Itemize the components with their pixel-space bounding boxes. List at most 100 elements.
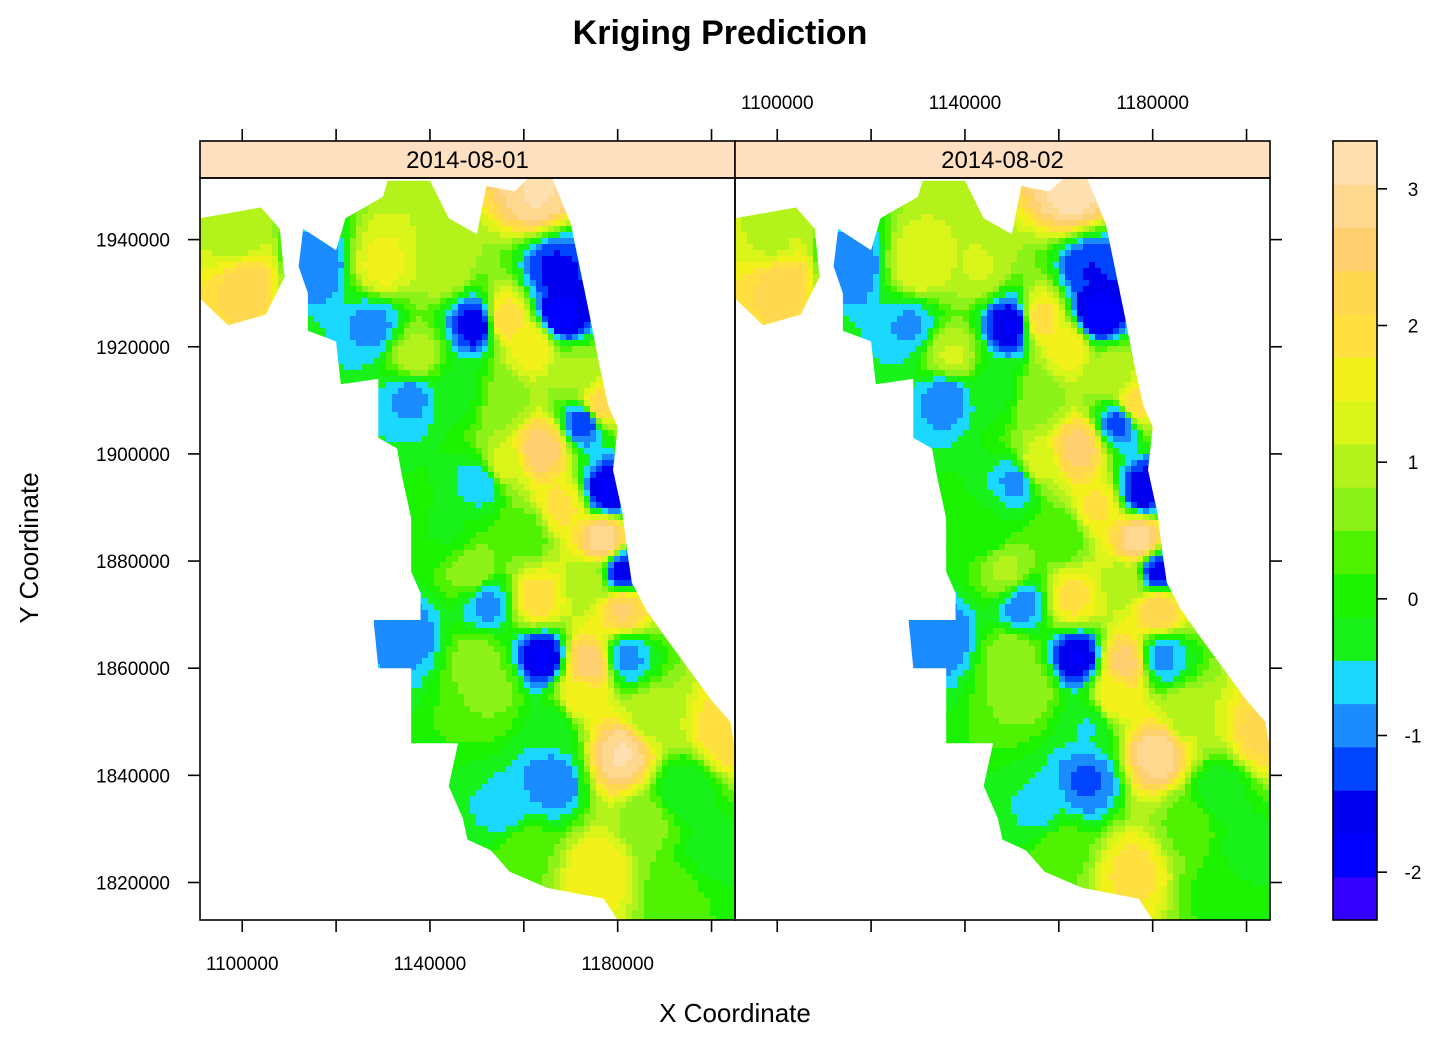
heat-cell: [428, 244, 435, 251]
heat-cell: [548, 352, 555, 359]
heat-cell: [236, 406, 243, 413]
heat-cell: [524, 442, 531, 449]
heat-cell: [446, 484, 453, 491]
heat-cell: [674, 202, 681, 209]
heat-cell: [422, 406, 429, 413]
heat-cell: [422, 208, 429, 215]
heat-cell: [674, 388, 681, 395]
heat-cell: [692, 340, 699, 347]
heat-cell: [362, 490, 369, 497]
heat-cell: [296, 226, 303, 233]
heat-cell: [242, 292, 249, 299]
heat-cell: [350, 340, 357, 347]
heat-cell: [608, 280, 615, 287]
heat-cell: [674, 304, 681, 311]
heat-cell: [668, 226, 675, 233]
heat-cell: [692, 250, 699, 257]
heat-cell: [518, 490, 525, 497]
heat-cell: [470, 472, 477, 479]
heat-cell: [434, 232, 441, 239]
heat-cell: [404, 484, 411, 491]
heat-cell: [242, 436, 249, 443]
heat-cell: [536, 298, 543, 305]
heat-cell: [542, 400, 549, 407]
heat-cell: [422, 394, 429, 401]
heat-cell: [320, 496, 327, 503]
heat-cell: [458, 406, 465, 413]
heat-cell: [200, 352, 207, 359]
heat-cell: [290, 262, 297, 269]
heat-cell: [224, 490, 231, 497]
heat-cell: [422, 196, 429, 203]
heat-cell: [596, 496, 603, 503]
heat-cell: [476, 190, 483, 197]
heat-cell: [494, 502, 501, 509]
heat-cell: [626, 190, 633, 197]
heat-cell: [236, 250, 243, 257]
heat-cell: [584, 436, 591, 443]
heat-cell: [410, 430, 417, 437]
heat-cell: [512, 202, 519, 209]
heat-cell: [338, 292, 345, 299]
heat-cell: [626, 178, 633, 185]
heat-cell: [458, 190, 465, 197]
heat-cell: [704, 322, 711, 329]
heat-cell: [518, 316, 525, 323]
heat-cell: [716, 424, 723, 431]
heat-cell: [224, 508, 231, 515]
heat-cell: [584, 400, 591, 407]
heat-cell: [254, 472, 261, 479]
heat-cell: [374, 340, 381, 347]
heat-cell: [410, 280, 417, 287]
heat-cell: [212, 346, 219, 353]
heat-cell: [470, 412, 477, 419]
heat-cell: [440, 268, 447, 275]
heat-cell: [710, 304, 717, 311]
heat-cell: [434, 202, 441, 209]
heat-cell: [494, 436, 501, 443]
heat-cell: [356, 412, 363, 419]
heat-cell: [614, 382, 621, 389]
heat-cell: [326, 178, 333, 185]
heat-cell: [650, 424, 657, 431]
heat-cell: [392, 256, 399, 263]
heat-cell: [506, 430, 513, 437]
heat-cell: [206, 406, 213, 413]
heat-cell: [488, 502, 495, 509]
heat-cell: [572, 214, 579, 221]
heat-cell: [686, 478, 693, 485]
heat-cell: [518, 262, 525, 269]
heat-cell: [542, 352, 549, 359]
heat-cell: [206, 298, 213, 305]
heat-cell: [668, 214, 675, 221]
heat-cell: [410, 286, 417, 293]
heat-cell: [596, 298, 603, 305]
heat-cell: [608, 196, 615, 203]
heat-cell: [344, 484, 351, 491]
heat-cell: [614, 400, 621, 407]
heat-cell: [566, 190, 573, 197]
heat-cell: [716, 304, 723, 311]
heat-cell: [254, 322, 261, 329]
heat-cell: [308, 496, 315, 503]
heat-cell: [506, 448, 513, 455]
heat-cell: [560, 448, 567, 455]
heat-cell: [668, 316, 675, 323]
heat-cell: [428, 454, 435, 461]
heat-cell: [446, 490, 453, 497]
heat-cell: [650, 496, 657, 503]
heat-cell: [572, 466, 579, 473]
heat-cell: [668, 448, 675, 455]
heat-cell: [296, 178, 303, 185]
heat-cell: [716, 178, 723, 185]
heat-cell: [224, 388, 231, 395]
heat-cell: [380, 496, 387, 503]
heat-cell: [386, 448, 393, 455]
heat-cell: [344, 202, 351, 209]
heat-cell: [590, 328, 597, 335]
heat-cell: [524, 298, 531, 305]
heat-cell: [728, 214, 735, 221]
heat-cell: [728, 256, 735, 263]
heat-cell: [398, 436, 405, 443]
heat-cell: [488, 448, 495, 455]
